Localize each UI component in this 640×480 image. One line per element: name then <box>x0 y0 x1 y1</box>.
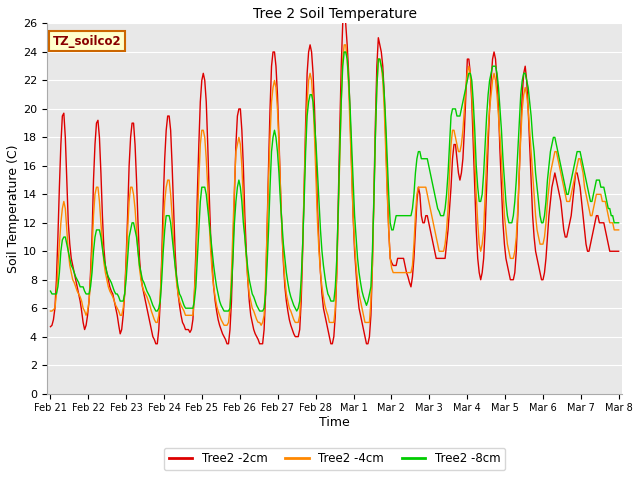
Tree2 -8cm <box>615 220 623 226</box>
Tree2 -4cm <box>84 308 92 314</box>
Tree2 -2cm <box>539 277 547 283</box>
Tree2 -2cm <box>615 248 623 254</box>
Tree2 -4cm <box>220 323 228 328</box>
Tree2 -8cm <box>47 288 54 294</box>
Legend: Tree2 -2cm, Tree2 -4cm, Tree2 -8cm: Tree2 -2cm, Tree2 -4cm, Tree2 -8cm <box>164 448 505 470</box>
Tree2 -4cm <box>615 227 623 233</box>
Tree2 -4cm <box>340 42 348 48</box>
Tree2 -8cm <box>84 291 92 297</box>
X-axis label: Time: Time <box>319 416 350 429</box>
Tree2 -8cm <box>539 220 547 226</box>
Text: TZ_soilco2: TZ_soilco2 <box>52 35 121 48</box>
Line: Tree2 -8cm: Tree2 -8cm <box>51 52 619 311</box>
Tree2 -8cm <box>342 49 349 55</box>
Tree2 -8cm <box>340 49 348 55</box>
Tree2 -2cm <box>454 170 462 176</box>
Title: Tree 2 Soil Temperature: Tree 2 Soil Temperature <box>253 7 417 21</box>
Tree2 -8cm <box>66 255 74 261</box>
Y-axis label: Soil Temperature (C): Soil Temperature (C) <box>7 144 20 273</box>
Tree2 -4cm <box>66 263 74 268</box>
Tree2 -2cm <box>613 248 621 254</box>
Tree2 -2cm <box>340 13 348 19</box>
Tree2 -4cm <box>47 308 54 314</box>
Tree2 -8cm <box>454 113 462 119</box>
Tree2 -8cm <box>613 220 621 226</box>
Line: Tree2 -4cm: Tree2 -4cm <box>51 45 619 325</box>
Tree2 -2cm <box>47 324 54 330</box>
Tree2 -8cm <box>152 308 159 314</box>
Tree2 -2cm <box>342 21 349 26</box>
Tree2 -4cm <box>613 227 621 233</box>
Tree2 -4cm <box>342 42 349 48</box>
Tree2 -4cm <box>539 241 547 247</box>
Tree2 -2cm <box>152 341 159 347</box>
Tree2 -2cm <box>66 241 74 247</box>
Tree2 -4cm <box>454 149 462 155</box>
Line: Tree2 -2cm: Tree2 -2cm <box>51 16 619 344</box>
Tree2 -2cm <box>84 312 92 318</box>
